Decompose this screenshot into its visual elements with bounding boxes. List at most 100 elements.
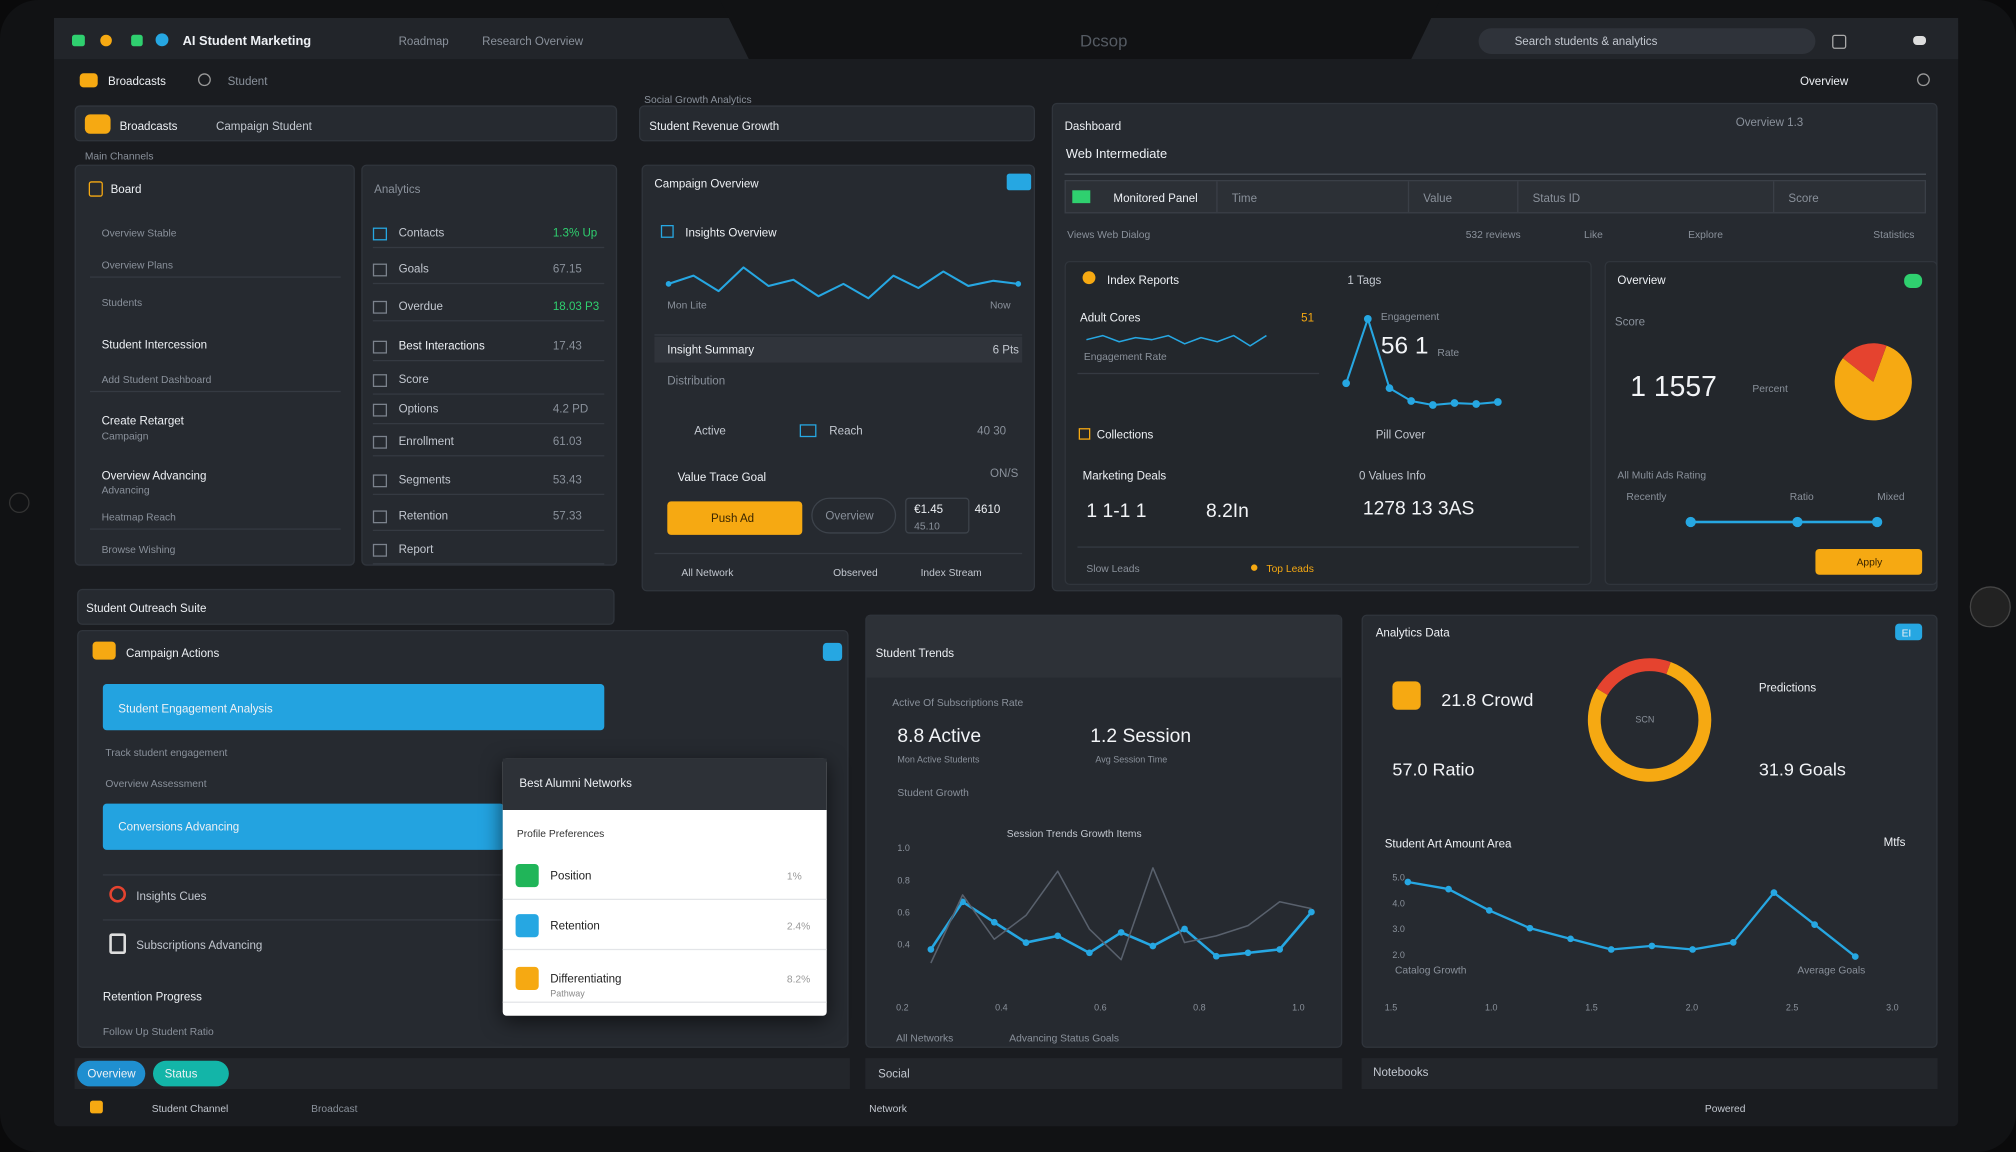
- row-icon: [515, 914, 539, 938]
- area-chart: [1404, 878, 1859, 960]
- point: [1567, 935, 1574, 943]
- dashboard-columns: Score: [1788, 191, 1819, 205]
- slice: [1842, 343, 1887, 382]
- topbar-app-title: AI Student Marketing: [182, 34, 312, 49]
- camera: [9, 492, 30, 513]
- radio[interactable]: [198, 73, 211, 87]
- column-divider: [1407, 181, 1410, 213]
- status-button[interactable]: [153, 1060, 229, 1087]
- row-highlight: [654, 336, 1023, 363]
- line: [668, 266, 1019, 300]
- trends-footer: All Networks: [896, 1032, 954, 1044]
- rows-label: Enrollment: [398, 434, 454, 448]
- rows-value: 2.4%: [786, 920, 811, 933]
- icon: [660, 225, 674, 238]
- dashboard-subrow: Statistics: [1873, 228, 1915, 241]
- popup-header: [502, 758, 827, 810]
- push-button[interactable]: [667, 501, 803, 535]
- analytics-data-xticks: 3.0: [1886, 1004, 1899, 1014]
- icon: [88, 181, 103, 197]
- index-reports-collections: Collections: [1096, 428, 1154, 441]
- board-items: Browse Wishing: [101, 543, 176, 556]
- point: [1212, 952, 1220, 960]
- index-reports-deal-figures: 8.2In: [1206, 500, 1249, 522]
- separator: [372, 246, 605, 249]
- app-icon: [72, 34, 85, 47]
- point: [1648, 942, 1656, 950]
- icon: [79, 73, 98, 88]
- overview-card-slider-labels: Ratio: [1789, 491, 1814, 503]
- overview-button[interactable]: [811, 497, 897, 534]
- overview-card-slider-labels: Recently: [1626, 491, 1667, 503]
- dashboard-columns: Value: [1423, 191, 1453, 205]
- separator: [502, 898, 827, 900]
- engagement-bar[interactable]: [102, 684, 605, 731]
- point: [1472, 400, 1481, 408]
- point: [1428, 401, 1437, 409]
- point: [1607, 946, 1615, 953]
- slider-knob[interactable]: [1685, 516, 1696, 528]
- overview-button[interactable]: [77, 1060, 146, 1087]
- badge[interactable]: [1895, 623, 1923, 641]
- apply-button[interactable]: [1815, 549, 1923, 575]
- conversions-bar[interactable]: [102, 803, 504, 850]
- board-items: Student Intercession: [101, 338, 208, 351]
- engagement-chart: [1342, 315, 1502, 409]
- topbar-tabs[interactable]: Research Overview: [482, 34, 584, 48]
- rows-label: Segments: [398, 473, 451, 486]
- icon: [109, 933, 126, 954]
- topbar-tabs[interactable]: Roadmap: [398, 34, 449, 48]
- point: [1770, 889, 1778, 896]
- analytics-data-area-unit: Mtfs: [1883, 835, 1906, 849]
- analytics-data-xticks: 2.0: [1685, 1004, 1699, 1014]
- separator: [90, 390, 341, 393]
- trends-growth: Student Growth: [897, 786, 969, 799]
- subbar-section: Broadcasts: [108, 74, 166, 88]
- slider-track[interactable]: [1690, 520, 1879, 524]
- donut-chart: [1587, 658, 1712, 782]
- analytics-data-predictions: Predictions: [1758, 681, 1817, 695]
- icon[interactable]: [1917, 73, 1930, 87]
- search-box[interactable]: [1478, 28, 1816, 54]
- campaign-overview-push-button: Push Ad: [711, 511, 755, 525]
- icon: [1078, 428, 1091, 440]
- point: [1308, 908, 1315, 916]
- campaign-overview-goal-value: ON/S: [990, 466, 1019, 480]
- popup-title: Best Alumni Networks: [519, 776, 632, 790]
- subbar-filter: Student: [227, 74, 268, 88]
- column-divider: [1517, 181, 1519, 213]
- app-icon: [100, 34, 112, 47]
- slice: [1596, 658, 1671, 695]
- point: [1342, 379, 1350, 388]
- index-reports-footer: Top Leads: [1266, 563, 1314, 575]
- badge[interactable]: [1006, 173, 1032, 191]
- icon[interactable]: [1913, 36, 1926, 45]
- side-button[interactable]: [1969, 586, 2011, 628]
- index-reports-badge: 1 Tags: [1347, 273, 1382, 287]
- column-divider: [1773, 181, 1775, 213]
- outreach-bar-one: Student Engagement Analysis: [118, 702, 273, 715]
- point: [1149, 942, 1157, 950]
- icon[interactable]: [1832, 34, 1847, 49]
- trends-chart-title: Session Trends Growth Items: [1006, 828, 1142, 840]
- point: [1851, 953, 1859, 960]
- icon[interactable]: [822, 642, 843, 661]
- rows-value: 8.2%: [786, 973, 811, 985]
- point: [1181, 925, 1188, 933]
- slider-knob[interactable]: [1792, 516, 1803, 528]
- overview-pie: [1834, 343, 1912, 421]
- subbar-view[interactable]: Overview: [1800, 74, 1849, 88]
- icon: [1392, 681, 1421, 710]
- rows-label: Retention: [398, 509, 449, 522]
- trends-yticks: 0.4: [897, 941, 910, 951]
- board-title: Board: [110, 182, 142, 196]
- point: [1117, 929, 1125, 936]
- outreach-title: Student Outreach Suite: [86, 601, 207, 615]
- icon: [109, 885, 126, 903]
- toggle[interactable]: [1904, 273, 1923, 288]
- index-reports-deal-figures: 1278 13 3AS: [1362, 497, 1475, 520]
- slider-knob[interactable]: [1872, 516, 1883, 528]
- overview-card-title: Overview: [1617, 273, 1666, 287]
- dashboard-subrow: Like: [1584, 228, 1603, 241]
- overview-card-score-label: Score: [1614, 315, 1646, 328]
